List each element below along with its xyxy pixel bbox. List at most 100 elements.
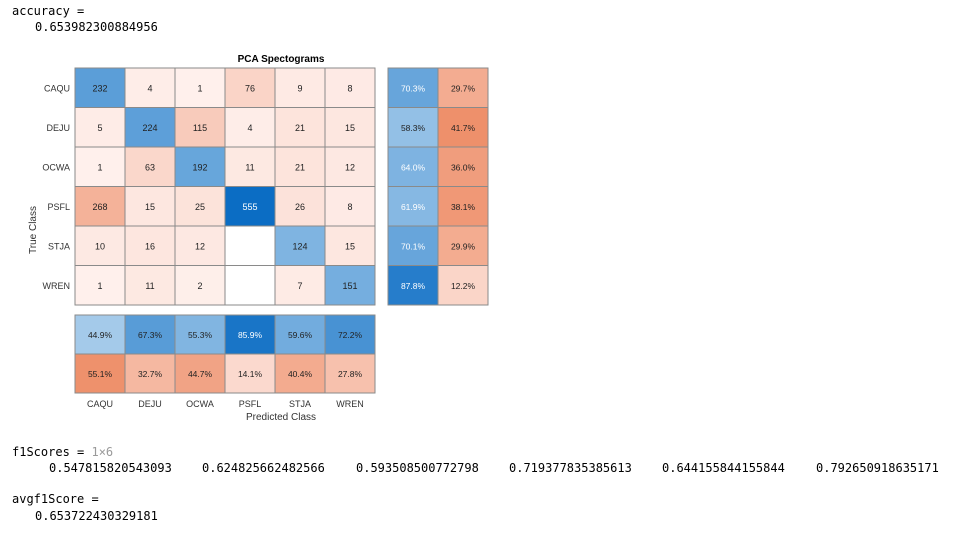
column-summary-cell <box>274 314 326 355</box>
f1-dims: 1×6 <box>91 445 114 459</box>
row-summary-value: 36.0% <box>451 162 476 172</box>
y-axis-label: True Class <box>28 206 39 254</box>
column-summary-value: 55.3% <box>188 330 213 340</box>
row-summary-cell <box>387 265 439 306</box>
matrix-cell-value: 8 <box>347 83 352 93</box>
matrix-cell-value: 268 <box>92 202 107 212</box>
matrix-cell-value: 9 <box>297 83 302 93</box>
row-summary: 70.3% 29.7% 58.3% 41.7% 64.0% 36.0% 61.9% 38.1%… <box>387 67 489 306</box>
column-summary-value: 40.4% <box>288 369 313 379</box>
matrix-cell <box>224 265 276 306</box>
matrix-cell <box>174 146 226 187</box>
matrix-cell-value: 15 <box>145 202 155 212</box>
row-summary-value: 12.2% <box>451 281 476 291</box>
matrix-cell-value: 10 <box>95 241 105 251</box>
y-tick-label: WREN <box>43 281 71 291</box>
matrix-cell <box>324 186 376 227</box>
matrix-cell <box>74 265 126 306</box>
matrix-cell <box>174 67 226 108</box>
row-summary-value: 29.7% <box>451 83 476 93</box>
row-summary-cell <box>387 67 439 108</box>
column-summary-cell <box>224 353 276 394</box>
matrix-cell-value: 192 <box>192 162 207 172</box>
row-summary-cell <box>437 67 489 108</box>
matrix-cell <box>224 146 276 187</box>
f1-value-0: 0.547815820543093 <box>49 461 172 475</box>
tick-labels: CAQU CAQU DEJU DEJU OCWA OCWA PSFL PSFL STJA STJA… <box>42 83 363 409</box>
f1-value-2: 0.593508500772798 <box>356 461 479 475</box>
row-summary-value: 70.3% <box>401 83 426 93</box>
f1-value-4: 0.644155844155844 <box>662 461 785 475</box>
row-summary-value: 87.8% <box>401 281 426 291</box>
row-summary-cell <box>437 225 489 266</box>
x-tick-label: OCWA <box>186 399 214 409</box>
matrix-cell-value: 11 <box>245 162 254 172</box>
matrix-cell-value: 115 <box>193 123 207 133</box>
matrix-cell <box>324 265 376 306</box>
column-summary: 44.9% 55.1% 67.3% 32.7% 55.3% 44.7% 85.9% 14.1%… <box>74 314 376 394</box>
matrix-cell-value: 21 <box>295 123 305 133</box>
matrix-cell-value: 224 <box>142 123 157 133</box>
matrix-cell-value: 21 <box>295 162 305 172</box>
f1-value-1: 0.624825662482566 <box>202 461 325 475</box>
column-summary-value: 14.1% <box>238 369 263 379</box>
column-summary-cell <box>274 353 326 394</box>
row-summary-cell <box>437 186 489 227</box>
matrix-cell <box>274 146 326 187</box>
matrix-cell-value: 76 <box>245 83 255 93</box>
matrix-cell-value: 151 <box>342 281 357 291</box>
row-summary-cell <box>437 265 489 306</box>
y-tick-label: PSFL <box>47 202 70 212</box>
y-tick-label: DEJU <box>46 123 70 133</box>
matrix-cell <box>324 107 376 148</box>
y-tick-label: OCWA <box>42 162 70 172</box>
row-summary-cell <box>387 186 439 227</box>
row-summary-value: 64.0% <box>401 162 426 172</box>
matrix-cell <box>174 265 226 306</box>
x-axis-label: Predicted Class <box>246 412 316 423</box>
column-summary-value: 44.9% <box>88 330 113 340</box>
column-summary-value: 32.7% <box>138 369 163 379</box>
x-tick-label: STJA <box>289 399 311 409</box>
row-summary-cell <box>387 225 439 266</box>
column-summary-value: 67.3% <box>138 330 163 340</box>
x-tick-label: CAQU <box>87 399 113 409</box>
matrix-cell-value: 15 <box>345 123 355 133</box>
matrix-cell-value: 16 <box>145 241 155 251</box>
column-summary-cell <box>324 353 376 394</box>
column-summary-value: 85.9% <box>238 330 263 340</box>
matrix-cell <box>274 186 326 227</box>
column-summary-value: 72.2% <box>338 330 363 340</box>
matrix-cell-value: 4 <box>247 123 252 133</box>
matrix-cell-value: 4 <box>147 83 152 93</box>
matrix-cell <box>124 186 176 227</box>
column-summary-cell <box>174 314 226 355</box>
matrix-cell-value: 5 <box>97 123 102 133</box>
matrix-cell <box>124 146 176 187</box>
f1-value-3: 0.719377835385613 <box>509 461 632 475</box>
matrix-cell <box>324 225 376 266</box>
matrix-cell-value: 15 <box>345 241 355 251</box>
matrix-cell <box>224 186 276 227</box>
row-summary-value: 41.7% <box>451 123 476 133</box>
row-summary-value: 38.1% <box>451 202 476 212</box>
matrix-cell-value: 25 <box>195 202 205 212</box>
matrix-cell-value: 1 <box>197 83 202 93</box>
row-summary-value: 58.3% <box>401 123 426 133</box>
avgf1-label: avgf1Score = <box>12 492 99 506</box>
row-summary-value: 61.9% <box>401 202 426 212</box>
matrix-cell <box>124 107 176 148</box>
row-summary-cell <box>437 146 489 187</box>
matrix-cell <box>274 67 326 108</box>
matrix-cell <box>224 225 276 266</box>
column-summary-value: 27.8% <box>338 369 363 379</box>
matrix-cell-value: 232 <box>92 83 107 93</box>
column-summary-cell <box>74 353 126 394</box>
y-tick-label: STJA <box>48 241 70 251</box>
matrix-cell-value: 63 <box>145 162 155 172</box>
matrix-cell-value: 26 <box>295 202 305 212</box>
f1-label: f1Scores = <box>12 445 85 459</box>
avgf1-value: 0.653722430329181 <box>35 509 158 523</box>
